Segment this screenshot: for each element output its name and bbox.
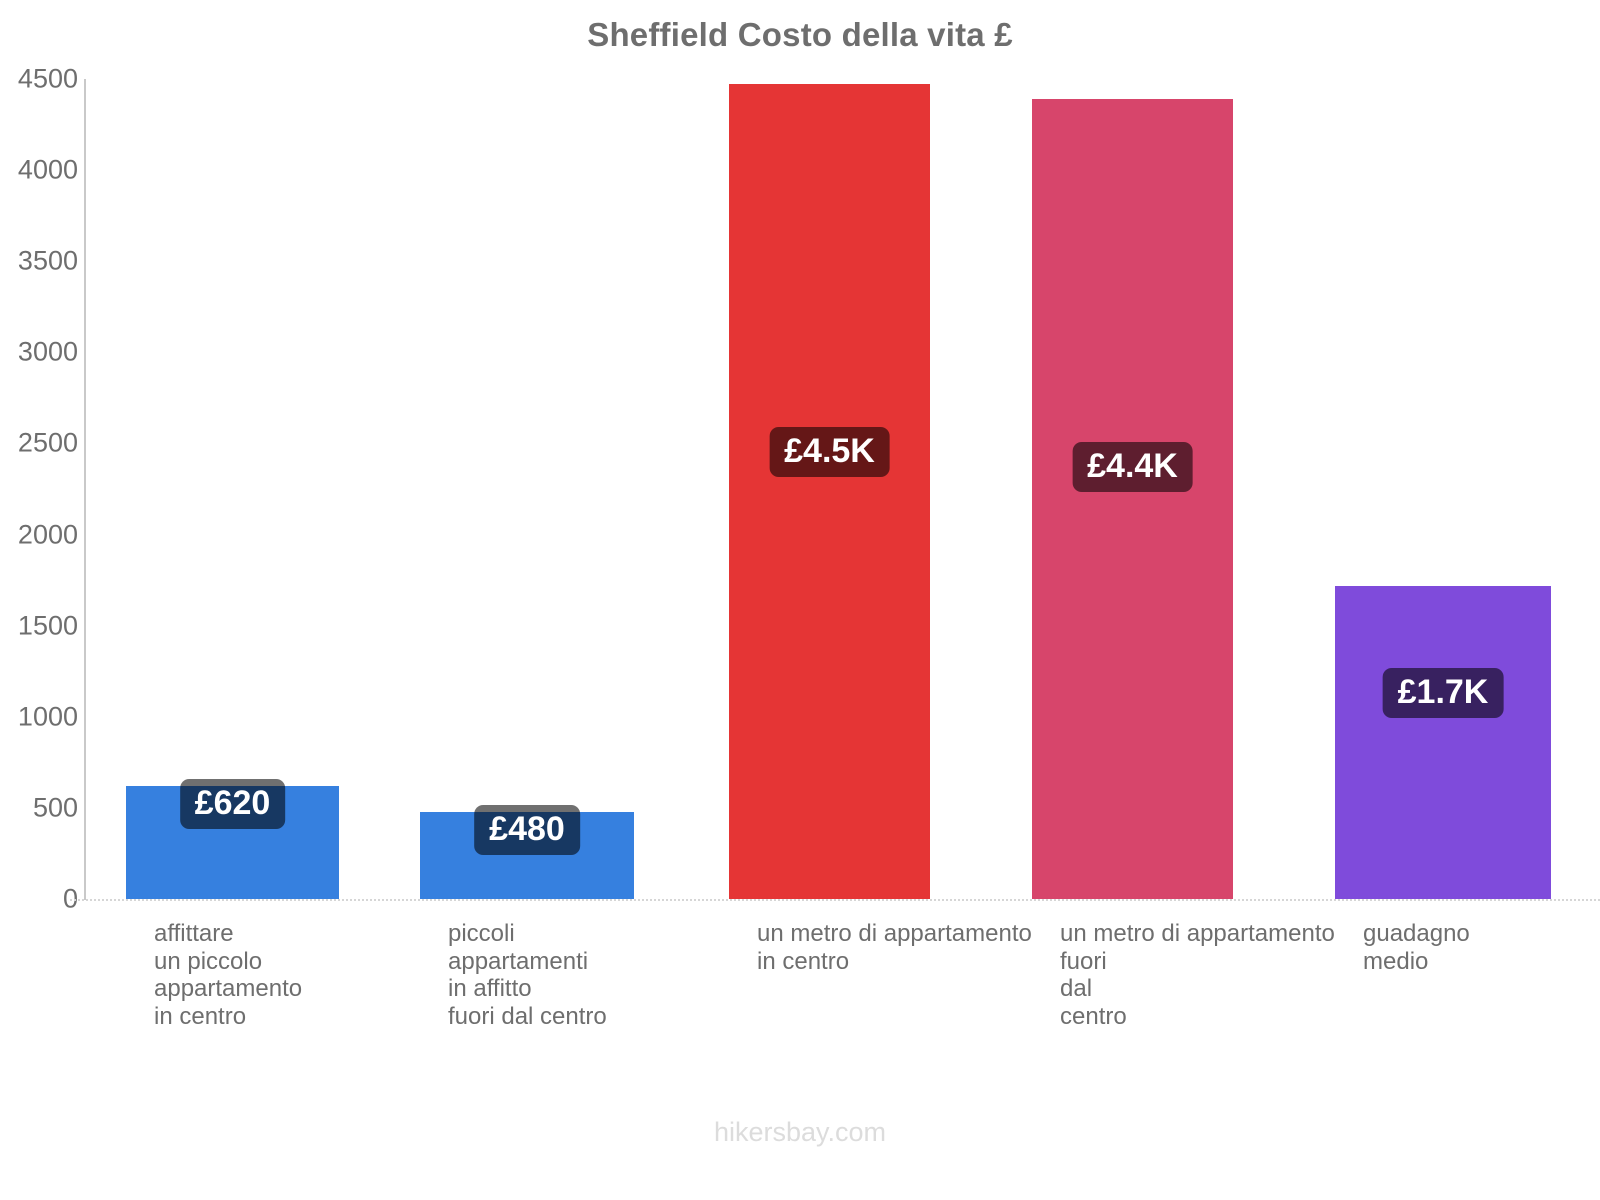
y-axis-tick-4000: 4000 [17, 154, 78, 185]
plot-area: £620 £480 £4.5K £4.4K £1.7K [85, 79, 1585, 899]
y-axis-tick-labels: 0 500 1000 1500 2000 2500 3000 3500 4000 4500 [0, 0, 78, 1200]
x-axis-label-4: un metro di appartamento fuori dal centr… [1060, 920, 1335, 1030]
bar-4[interactable]: £4.4K [1032, 99, 1233, 899]
x-axis-label-5: guadagno medio [1363, 920, 1470, 975]
bar-value-label-2: £480 [474, 804, 580, 855]
bar-3[interactable]: £4.5K [729, 84, 930, 899]
y-axis-tick-0: 0 [62, 883, 78, 914]
y-axis-tick-500: 500 [32, 792, 78, 823]
y-axis-tick-1000: 1000 [17, 701, 78, 732]
x-axis-label-2: piccoli appartamenti in affitto fuori da… [448, 920, 607, 1030]
bar-value-label-1: £620 [179, 779, 286, 830]
y-axis-tick-3000: 3000 [17, 336, 78, 367]
bar-value-label-5: £1.7K [1382, 667, 1504, 718]
x-axis-label-1: affittare un piccolo appartamento in cen… [154, 920, 303, 1030]
x-axis-label-3: un metro di appartamento in centro [757, 920, 1032, 975]
bar-value-label-3: £4.5K [769, 427, 890, 478]
chart-title: Sheffield Costo della vita £ [587, 16, 1013, 53]
bar-rect-4 [1032, 99, 1233, 899]
bar-rect-3 [729, 84, 930, 899]
x-axis-baseline [70, 899, 1600, 901]
y-axis-tick-4500: 4500 [17, 63, 78, 94]
bar-value-label-4: £4.4K [1072, 442, 1193, 493]
y-axis-tick-1500: 1500 [17, 610, 78, 641]
y-axis-line [84, 79, 86, 900]
bar-2[interactable]: £480 [420, 804, 634, 899]
bar-rect-5 [1335, 585, 1551, 899]
y-axis-tick-3500: 3500 [17, 245, 78, 276]
y-axis-tick-2500: 2500 [17, 427, 78, 458]
footer-watermark: hikersbay.com [713, 1117, 887, 1147]
bar-5[interactable]: £1.7K [1335, 585, 1551, 899]
y-axis-tick-2000: 2000 [17, 519, 78, 550]
bar-1[interactable]: £620 [126, 779, 339, 899]
